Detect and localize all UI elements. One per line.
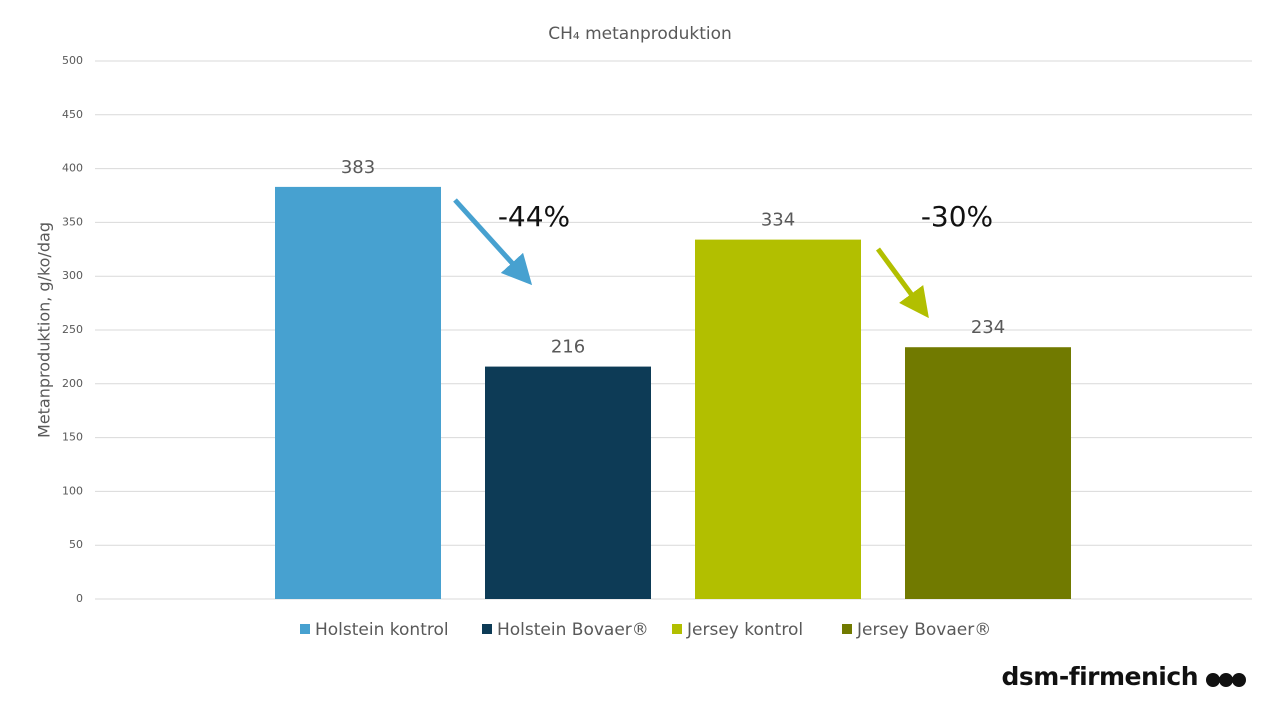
bar: [905, 347, 1071, 599]
annotation: -44%: [498, 200, 570, 233]
data-label: 334: [761, 210, 795, 231]
y-axis-label: Metanproduktion, g/ko/dag: [35, 222, 54, 438]
data-label: 383: [341, 157, 375, 178]
arrow: [453, 198, 533, 286]
y-tick-label: 450: [62, 108, 83, 121]
y-tick-label: 250: [62, 323, 83, 336]
arrow: [875, 247, 929, 319]
y-tick-label: 0: [76, 592, 83, 605]
y-tick-label: 150: [62, 431, 83, 444]
data-label: 216: [551, 337, 585, 358]
legend-swatch: [842, 624, 852, 634]
chart-title: CH₄ metanproduktion: [548, 24, 732, 44]
y-tick-label: 350: [62, 215, 83, 228]
y-tick-label: 500: [62, 54, 83, 67]
legend-swatch: [672, 624, 682, 634]
bar: [485, 366, 651, 599]
y-tick-label: 100: [62, 484, 83, 497]
annotation: -30%: [921, 200, 993, 233]
logo-dots: [1206, 673, 1246, 687]
bar: [695, 239, 861, 599]
bar: [275, 186, 441, 599]
legend-swatch: [482, 624, 492, 634]
legend-swatch: [300, 624, 310, 634]
legend-label: Jersey Bovaer®: [856, 620, 991, 640]
y-tick-label: 400: [62, 162, 83, 175]
legend-label: Holstein kontrol: [315, 620, 449, 640]
logo: dsm-firmenich: [1002, 662, 1198, 691]
y-tick-label: 200: [62, 377, 83, 390]
y-tick-label: 50: [69, 538, 83, 551]
grid: [95, 60, 1252, 600]
data-label: 234: [971, 317, 1005, 338]
legend-label: Holstein Bovaer®: [497, 620, 649, 640]
y-tick-label: 300: [62, 269, 83, 282]
legend-label: Jersey kontrol: [686, 620, 803, 640]
